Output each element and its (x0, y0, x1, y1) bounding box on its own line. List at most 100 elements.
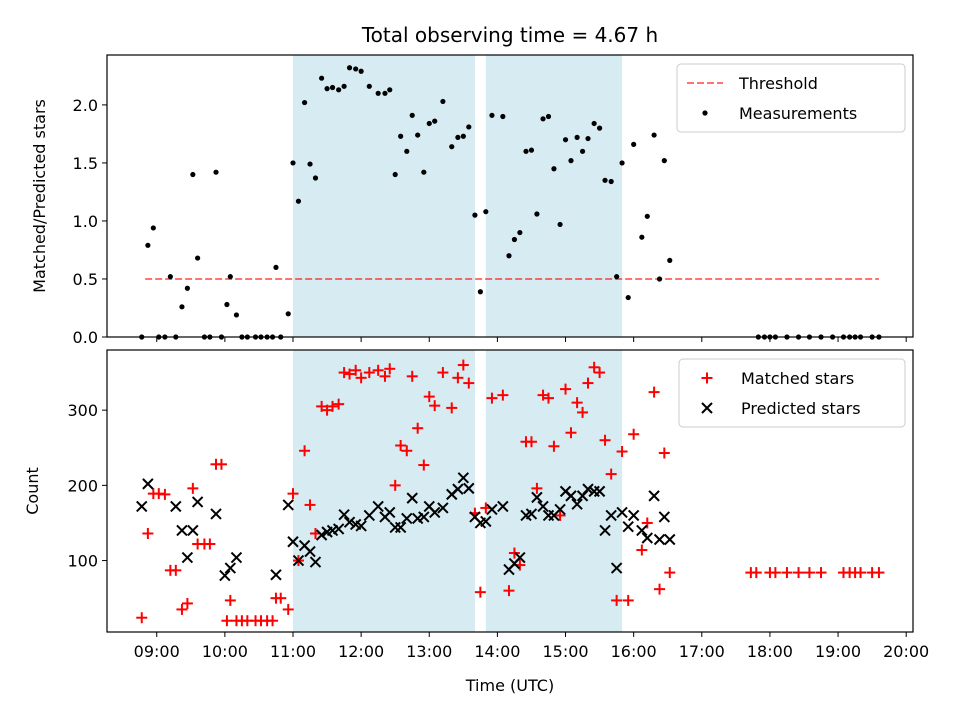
predicted-star-point (355, 520, 367, 532)
measurement-point (346, 65, 353, 71)
measurement-point (608, 178, 614, 185)
measurement-point (517, 229, 523, 236)
matched-star-point (873, 567, 885, 579)
predicted-star-point (142, 478, 154, 490)
measurement-point (290, 160, 296, 166)
matched-star-point (525, 436, 537, 448)
predicted-star-point (571, 498, 583, 510)
matched-star-point (531, 482, 543, 494)
matched-star-point (769, 567, 781, 579)
matched-star-point (304, 499, 316, 511)
predicted-star-point (636, 524, 648, 537)
predicted-star-point (514, 551, 526, 564)
matched-star-point (412, 422, 424, 434)
measurement-point (213, 169, 219, 175)
predicted-star-point (191, 496, 204, 508)
matched-star-point (423, 391, 435, 403)
predicted-star-point (343, 516, 356, 528)
predicted-star-point (605, 509, 617, 522)
predicted-star-point (230, 551, 243, 564)
predicted-star-point (627, 509, 640, 522)
predicted-star-point (282, 499, 294, 511)
measurement-point (614, 274, 620, 280)
legend: Threshold Measurements (676, 63, 906, 133)
measurement-point (477, 289, 483, 295)
measurement-point (644, 213, 650, 219)
predicted-star-point (582, 483, 594, 495)
predicted-star-point (224, 562, 237, 574)
predicted-star-point (593, 485, 606, 498)
predicted-star-point (338, 508, 350, 521)
y-axis-label: Matched/Predicted stars (30, 99, 49, 293)
measurement-point (167, 274, 173, 280)
predicted-star-point (210, 508, 222, 520)
predicted-star-point (653, 533, 666, 546)
matched-star-point (363, 367, 375, 379)
matched-star-point (594, 367, 606, 379)
predicted-star-point (497, 500, 509, 513)
x-tick-label: 09:00 (134, 642, 180, 661)
measurement-point (307, 161, 313, 167)
series-1 (139, 65, 882, 340)
measurement-point (150, 225, 156, 231)
measurement-point (449, 144, 455, 150)
matched-star-point (389, 479, 401, 491)
x-axis-label: Time (UTC) (465, 676, 554, 695)
predicted-star-point (537, 500, 549, 513)
matched-star-point (815, 567, 827, 579)
measurement-point (511, 236, 518, 243)
legend-predicted-swatch (701, 402, 713, 414)
x-tick-label: 10:00 (202, 642, 248, 661)
predicted-star-point (616, 506, 628, 519)
matched-star-point (204, 538, 216, 550)
measurement-point (551, 166, 557, 172)
predicted-star-point (554, 503, 566, 516)
matched-star-point (224, 594, 236, 606)
matched-star-point (463, 377, 475, 389)
matched-star-point (548, 440, 560, 452)
predicted-star-point (452, 483, 464, 495)
matched-star-point (327, 400, 339, 412)
matched-star-point (542, 392, 554, 404)
matched-star-point (793, 567, 805, 579)
legend-label: Threshold (738, 74, 818, 93)
x-tick-label: 12:00 (338, 642, 384, 661)
legend-label: Measurements (739, 104, 857, 123)
matched-star-point (616, 446, 628, 458)
x-tick-label: 17:00 (679, 642, 725, 661)
matched-star-point (372, 364, 384, 376)
measurement-point (596, 125, 603, 131)
y-tick-label: 200 (67, 476, 98, 495)
matched-star-point (344, 368, 356, 380)
measurement-point (483, 209, 489, 215)
measurement-point (415, 132, 421, 138)
y-tick-label: 2.0 (73, 96, 98, 115)
matched-star-point (554, 509, 566, 521)
matched-star-point (599, 434, 611, 446)
bottom-panel: 09:00 10:00 11:00 12:00 13:00 14:00 15:00 16:00… (23, 349, 929, 661)
matched-star-point (429, 400, 441, 412)
predicted-star-point (418, 511, 430, 523)
x-tick-label: 13:00 (406, 642, 452, 661)
measurement-point (409, 112, 415, 118)
measurement-point (585, 135, 591, 142)
legend-label: Matched stars (741, 369, 854, 388)
x-tick-label: 19:00 (815, 642, 861, 661)
matched-star-point (338, 367, 350, 379)
measurement-point (426, 120, 432, 127)
matched-star-point (379, 370, 391, 382)
measurement-point (639, 234, 645, 240)
matched-star-point (452, 372, 464, 384)
matched-star-point (605, 468, 617, 480)
matched-star-point (136, 612, 148, 624)
predicted-star-point (437, 502, 449, 514)
legend-matched-swatch (701, 372, 713, 384)
predicted-star-point (525, 508, 538, 520)
matched-star-point (497, 389, 509, 401)
matched-star-point (418, 459, 430, 471)
matched-star-point (275, 592, 287, 604)
measurement-point (387, 87, 393, 93)
measurement-point (466, 124, 472, 130)
measurement-point (625, 294, 631, 301)
predicted-star-point (394, 521, 407, 534)
